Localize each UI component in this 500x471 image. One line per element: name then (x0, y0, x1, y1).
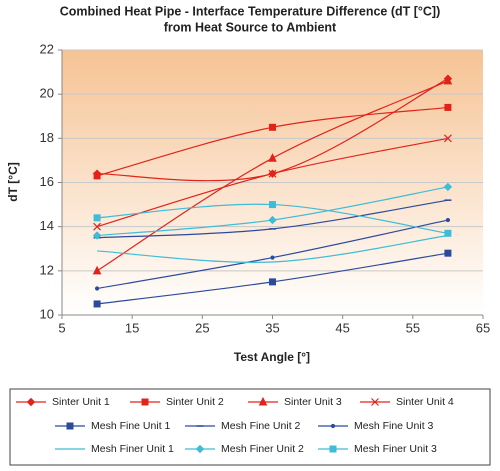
marker (268, 153, 277, 162)
marker (443, 75, 453, 85)
legend-item: Mesh Fine Unit 2 (185, 420, 301, 432)
legend-label: Mesh Finer Unit 3 (354, 443, 437, 455)
marker (444, 103, 452, 111)
x-tick-label: 5 (58, 320, 65, 335)
marker (269, 278, 276, 286)
y-tick-label: 14 (40, 218, 54, 233)
y-tick-label: 16 (40, 174, 54, 189)
legend-item: Sinter Unit 1 (16, 396, 110, 408)
marker (329, 445, 337, 453)
legend-label: Mesh Fine Unit 2 (221, 420, 301, 432)
legend-label: Sinter Unit 3 (284, 396, 342, 408)
marker (330, 423, 336, 429)
x-tick-label: 35 (265, 320, 279, 335)
marker (92, 231, 102, 240)
chart-title: Combined Heat Pipe - Interface Temperatu… (60, 4, 441, 18)
y-tick-label: 20 (40, 86, 54, 101)
legend-label: Sinter Unit 2 (166, 396, 224, 408)
marker (268, 215, 277, 225)
legend-item: Mesh Fine Unit 1 (55, 420, 171, 432)
legend-item: Mesh Finer Unit 3 (318, 443, 437, 455)
legend-item: Mesh Finer Unit 1 (55, 443, 174, 455)
legend-item: Sinter Unit 2 (130, 396, 224, 408)
marker (141, 398, 149, 406)
marker (269, 201, 276, 209)
marker (444, 249, 452, 257)
series-line (97, 234, 449, 263)
marker (26, 397, 36, 407)
legend-label: Sinter Unit 1 (52, 396, 110, 408)
legend-item: Sinter Unit 4 (360, 396, 454, 408)
x-tick-label: 15 (125, 320, 139, 335)
marker (445, 217, 451, 223)
marker (93, 214, 101, 222)
y-tick-label: 12 (40, 262, 54, 277)
marker (270, 255, 275, 260)
marker (268, 169, 277, 178)
y-axis-title: dT [°C] (6, 162, 20, 201)
legend-label: Mesh Fine Unit 3 (354, 420, 434, 432)
marker (258, 396, 268, 406)
marker (444, 229, 452, 237)
x-axis-title: Test Angle [°] (234, 350, 310, 364)
legend-item: Mesh Fine Unit 3 (318, 420, 434, 432)
legend-item: Sinter Unit 3 (248, 396, 342, 408)
marker (371, 398, 379, 406)
chart-title: from Heat Source to Ambient (164, 20, 337, 34)
legend-label: Sinter Unit 4 (396, 396, 454, 408)
x-tick-label: 45 (335, 320, 349, 335)
marker (443, 182, 453, 192)
x-tick-label: 25 (195, 320, 209, 335)
y-tick-label: 10 (40, 306, 54, 321)
marker (93, 172, 101, 180)
y-tick-label: 18 (40, 130, 54, 145)
legend-item: Mesh Finer Unit 2 (185, 443, 304, 455)
marker (269, 123, 276, 131)
marker (66, 422, 74, 430)
marker (92, 265, 102, 275)
marker (94, 286, 100, 291)
marker (93, 222, 102, 231)
marker (443, 134, 452, 143)
x-tick-label: 55 (406, 320, 420, 335)
y-tick-label: 22 (40, 41, 54, 56)
x-tick-label: 65 (476, 320, 490, 335)
legend-label: Mesh Finer Unit 2 (221, 443, 304, 455)
legend-label: Mesh Fine Unit 1 (91, 420, 171, 432)
marker (195, 444, 205, 454)
marker (93, 300, 101, 308)
legend-label: Mesh Finer Unit 1 (91, 443, 174, 455)
